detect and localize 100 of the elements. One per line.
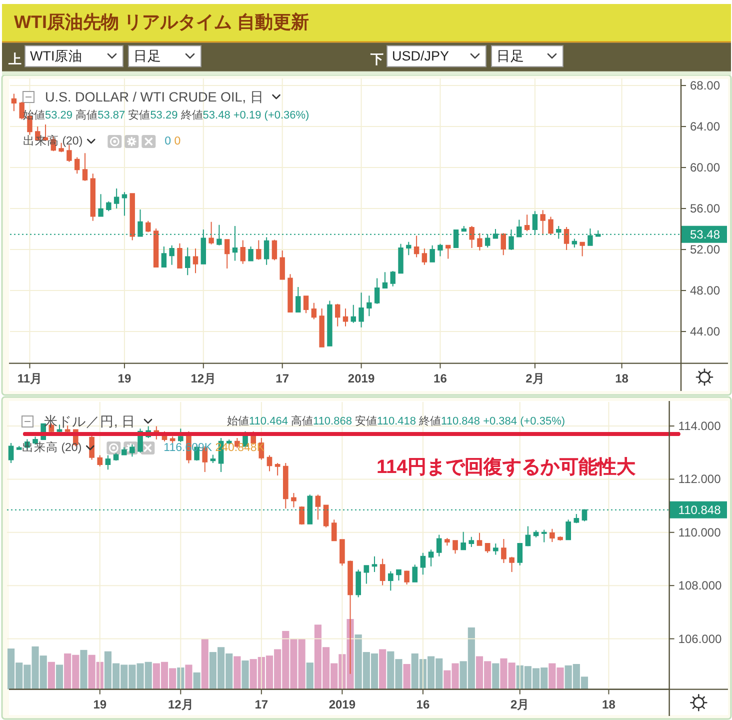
text: 日足 (134, 48, 162, 64)
bar (48, 662, 55, 690)
candlestick (185, 246, 190, 276)
x-tick-label: 12月 (168, 697, 194, 712)
bar (234, 656, 241, 690)
candlestick (460, 531, 466, 550)
text: USD/JPY (392, 48, 450, 64)
y-tick-label: 112.000 (678, 472, 722, 486)
candlestick (541, 529, 547, 543)
candlestick (350, 304, 356, 324)
candlestick (299, 506, 304, 526)
candlestick (224, 238, 230, 269)
candlestick (358, 292, 364, 328)
bar (56, 664, 64, 690)
candlestick (327, 300, 332, 346)
candlestick (240, 240, 246, 264)
annotation: 出来高 (20) (22, 440, 82, 454)
x-tick-label: 19 (118, 371, 132, 386)
x-tick-label: 2019 (348, 371, 375, 386)
candlestick (500, 232, 506, 256)
candlestick (98, 194, 104, 218)
y-tick-label: 68.00 (690, 78, 720, 93)
candlestick (476, 532, 482, 546)
text: WTI原油 (30, 48, 83, 64)
candlestick (323, 504, 329, 528)
candlestick (380, 558, 386, 586)
text: WTI原油先物 リアルタイム 自動更新 (14, 12, 309, 32)
candlestick (311, 302, 317, 320)
bar (403, 664, 410, 690)
candlestick (210, 454, 216, 464)
x-tick-label: 16 (434, 371, 448, 386)
bar (185, 664, 192, 690)
candlestick (501, 538, 506, 564)
candlestick (105, 454, 111, 470)
candlestick (364, 565, 370, 584)
candlestick (266, 454, 272, 472)
candlestick (161, 246, 167, 268)
candlestick (356, 569, 362, 598)
candlestick (11, 93, 17, 112)
x-tick-label: 18 (602, 697, 616, 712)
candlestick (256, 240, 262, 260)
y-tick-label: 114.000 (678, 418, 722, 433)
candlestick (540, 210, 546, 236)
bar (306, 662, 314, 690)
candlestick (572, 238, 578, 248)
candlestick (428, 549, 434, 567)
y-tick-label: 52.00 (690, 242, 720, 257)
candlestick (153, 228, 159, 268)
y-tick-label: 48.00 (690, 284, 720, 298)
candlestick (468, 536, 474, 548)
bar (80, 650, 88, 690)
candlestick (248, 246, 254, 262)
candlestick (558, 536, 563, 542)
annotation: 0 0 (164, 136, 181, 148)
text: 始値110.464 高値110.868 安値110.418 終値110.848 +0.384 (+0.35%) (227, 416, 566, 428)
candlestick (388, 570, 394, 592)
y-tick-label: 106.000 (678, 632, 722, 646)
candlestick (272, 239, 278, 261)
x-tick-label: 16 (416, 697, 430, 712)
bar (242, 660, 249, 690)
candlestick (422, 248, 428, 266)
candlestick (274, 462, 280, 476)
candlestick (461, 225, 467, 232)
candlestick (282, 462, 288, 509)
text: 下 (370, 52, 384, 66)
candlestick (477, 232, 482, 252)
candlestick (56, 424, 62, 434)
candlestick (16, 445, 22, 450)
candlestick (444, 537, 450, 546)
candlestick (524, 214, 530, 232)
ref-line-label: 114円まで回復するか可能性大 (376, 456, 636, 478)
candlestick (169, 244, 174, 266)
candlestick (114, 188, 120, 210)
candlestick (580, 242, 585, 257)
candlestick (90, 173, 96, 222)
candlestick (8, 442, 14, 464)
candlestick (106, 200, 112, 212)
candlestick (436, 534, 442, 557)
candlestick (331, 519, 337, 542)
text: 日足 (496, 48, 524, 64)
candlestick (414, 235, 420, 258)
candlestick (396, 569, 402, 582)
text: 上 (8, 52, 22, 66)
text: U.S. DOLLAR / WTI CRUDE OIL, 日 (45, 90, 264, 104)
candlestick (264, 236, 270, 266)
x-tick-label: 2019 (328, 697, 356, 712)
candlestick (566, 519, 572, 540)
ref-line-label: 110.848 (678, 502, 722, 517)
candlestick (74, 156, 80, 174)
candlestick (291, 492, 296, 508)
candlestick (130, 193, 135, 241)
candlestick (208, 221, 214, 245)
candlestick (430, 244, 435, 262)
candlestick (335, 303, 340, 327)
candlestick (469, 225, 474, 248)
candlestick (412, 564, 418, 582)
candlestick (533, 530, 539, 538)
bar (492, 663, 500, 690)
candlestick (122, 192, 128, 216)
candlestick (58, 142, 64, 153)
